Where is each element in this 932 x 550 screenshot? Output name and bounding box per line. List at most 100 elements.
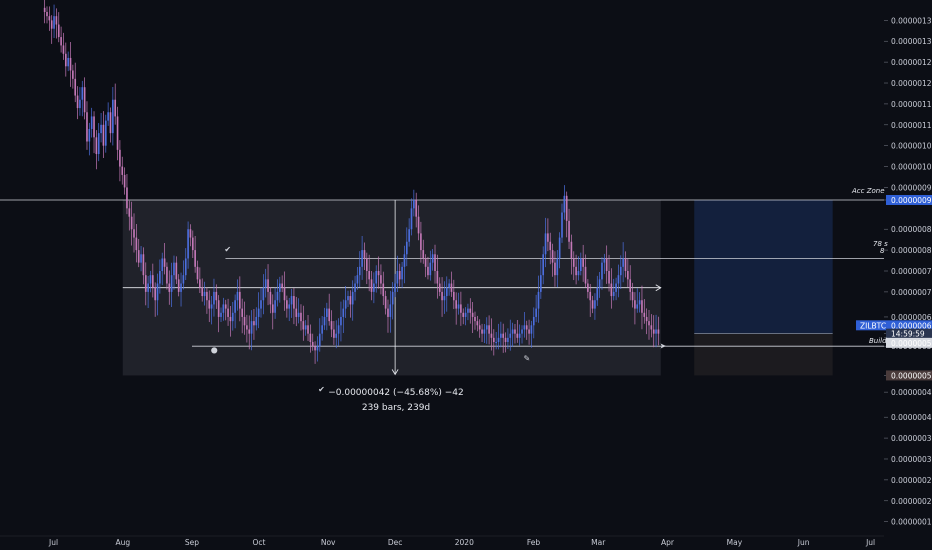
time-tick-label: Dec <box>388 538 403 547</box>
price-tick-label: 0.00000110 <box>891 121 932 130</box>
candle-body <box>650 325 653 330</box>
candle-body <box>213 291 215 305</box>
candle-body <box>420 233 422 251</box>
candle-body <box>349 296 352 305</box>
time-tick-label: May <box>727 538 743 547</box>
candle-body <box>229 316 232 322</box>
price-tick-label: 0.00000080 <box>891 246 932 255</box>
candle-body <box>558 237 561 259</box>
candle-body <box>596 287 599 301</box>
candle-body <box>302 321 305 330</box>
candle-body <box>377 271 380 276</box>
candle-body <box>46 12 48 17</box>
candle-body <box>93 116 95 138</box>
candle-body <box>224 304 227 309</box>
candle-body <box>191 237 194 251</box>
candle-body <box>643 312 646 317</box>
candle-body <box>241 308 244 317</box>
candle-body <box>504 337 507 343</box>
candle-body <box>326 308 328 317</box>
candle-body <box>307 325 309 334</box>
countdown-tag: 14:59:59 <box>891 330 925 339</box>
time-tick-label: Feb <box>527 538 541 547</box>
candle-body <box>624 258 627 271</box>
candle-body <box>594 300 596 309</box>
candle-body <box>154 287 156 301</box>
symbol-tag[interactable]: ZILBTC <box>860 321 886 330</box>
candle-body <box>563 195 566 213</box>
candle-body <box>74 78 77 96</box>
candle-body <box>619 266 622 276</box>
candle-body <box>163 258 166 267</box>
candle-body <box>483 329 486 334</box>
candle-body <box>267 279 269 292</box>
candle-body <box>81 87 84 100</box>
candle-body <box>217 300 220 317</box>
candle-body <box>255 316 258 326</box>
candle-body <box>253 321 255 326</box>
candle-body <box>187 229 189 259</box>
check-icon: ✔ <box>224 245 231 254</box>
candle-body <box>215 291 218 301</box>
candle-body <box>90 116 93 129</box>
candle-body <box>370 279 373 292</box>
price-tick-label: 0.00000135 <box>891 16 932 25</box>
price-tick-label: 0.00000100 <box>891 163 932 172</box>
price-axis[interactable]: 0.00000135 0.00000130 0.00000125 0.00000120… <box>856 0 932 550</box>
time-tick-label: Jul <box>48 538 58 547</box>
candle-body <box>490 333 493 338</box>
candle-body <box>617 275 620 284</box>
candle-body <box>431 254 434 263</box>
candle-body <box>337 325 340 334</box>
candle-body <box>516 333 519 338</box>
price-tick-label: 0.00000015 <box>891 518 932 527</box>
time-axis[interactable]: Jul Aug Sep Oct Nov Dec 2020 Feb Mar Apr May Jun Jul <box>0 535 884 547</box>
countdown-tag-bg <box>886 328 932 339</box>
candle-body <box>133 229 135 238</box>
candle-body <box>128 208 131 217</box>
candle-body <box>413 199 415 209</box>
info-dot-icon: ● <box>211 345 218 354</box>
candle-body <box>55 16 58 25</box>
candle-body <box>408 229 410 242</box>
candle-body <box>159 271 161 284</box>
projection-target-box[interactable] <box>694 199 833 334</box>
candle-body <box>469 308 472 313</box>
candle-body <box>250 321 253 334</box>
candle-body <box>184 258 187 276</box>
candle-body <box>438 283 441 292</box>
support-price-tag-bg <box>886 337 932 348</box>
projection-stop-box[interactable] <box>694 333 833 376</box>
candle-body <box>502 333 505 338</box>
candle-body <box>50 20 53 29</box>
candle-body <box>641 300 643 313</box>
candle-body <box>471 312 474 317</box>
candle-body <box>88 128 91 142</box>
candle-body <box>264 279 267 288</box>
price-tick-label: 0.00000025 <box>891 476 932 485</box>
candle-body <box>398 271 401 280</box>
build-label: Build <box>869 337 887 345</box>
candle-body <box>126 187 128 209</box>
candle-body <box>657 329 660 334</box>
time-tick-label: Apr <box>661 538 675 547</box>
candle-body <box>72 70 74 79</box>
support-price-tag: 0.00000059 <box>891 339 932 348</box>
candle-body <box>368 271 370 280</box>
candle-body <box>262 287 265 301</box>
candle-body <box>387 308 389 317</box>
candle-body <box>460 304 462 313</box>
price-tick-label: 0.00000020 <box>891 497 932 506</box>
candle-body <box>591 300 594 309</box>
candle-body <box>170 275 173 292</box>
candle-body <box>189 229 192 238</box>
candle-body <box>655 329 657 334</box>
candle-body <box>206 291 208 301</box>
candle-body <box>631 291 634 301</box>
candle-body <box>507 337 509 343</box>
candle-body <box>384 296 387 309</box>
candle-body <box>375 271 378 284</box>
symbol-tag-bg[interactable] <box>856 320 886 331</box>
